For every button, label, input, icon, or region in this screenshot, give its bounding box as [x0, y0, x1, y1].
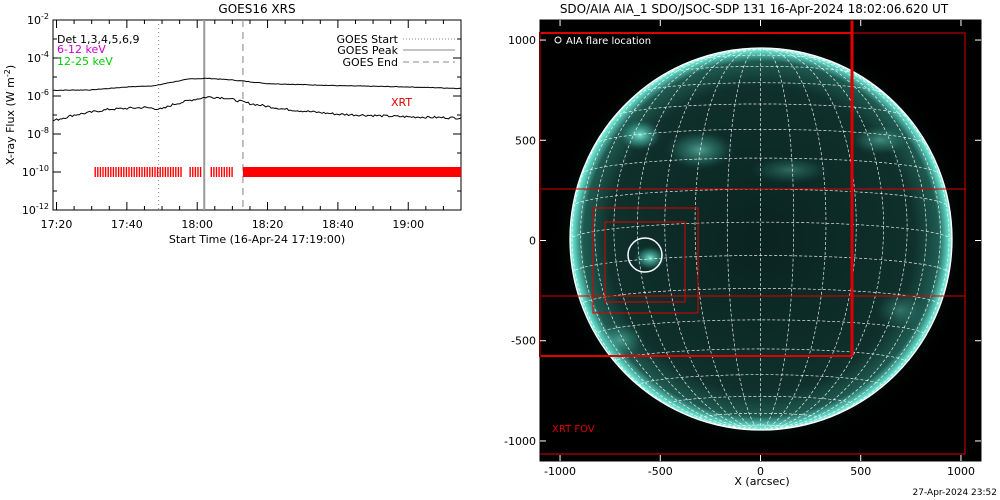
goes-y-axis-label: X-ray Flux (W m-2) [3, 65, 17, 165]
xrt-fov-boxes [539, 20, 966, 455]
aia-y-tick-label: -500 [511, 335, 536, 348]
limb [569, 47, 953, 431]
y-tick-label: 10-10 [22, 164, 49, 179]
y-tick-label: 10-12 [22, 202, 49, 217]
grid-line [760, 73, 950, 430]
goes-panel: GOES16 XRS 10-2 10-4 10-6 10-8 10-10 10-12 17… [3, 2, 462, 246]
legend-det: Det 1,3,4,5,6,9 [57, 33, 140, 46]
grid-line [664, 395, 857, 406]
xrt-label: XRT [391, 96, 412, 109]
aia-legend-circle-icon [554, 36, 562, 44]
x-tick-label: 18:00 [181, 218, 213, 231]
grid-line [760, 51, 927, 430]
grid-line [594, 51, 761, 430]
aia-y-tick-label: -1000 [504, 435, 536, 448]
legend-goes-peak: GOES Peak [337, 44, 398, 57]
grid-line [760, 49, 857, 430]
grid-line [666, 65, 855, 75]
goes-time-markers [157, 20, 244, 210]
goes-x-axis-label: Start Time (16-Apr-24 17:19:00) [169, 233, 345, 246]
aia-y-tick-label: 500 [515, 134, 536, 147]
grid-line [726, 424, 795, 429]
y-tick-label: 10-4 [27, 50, 49, 65]
goes-plot-frame [52, 19, 462, 211]
aia-x-axis-label: X (arcsec) [734, 475, 789, 488]
grid-line [760, 48, 795, 430]
aia-x-tick-label: -500 [648, 465, 673, 478]
xrt-fov-box [604, 221, 686, 303]
x-tick-label: 19:00 [392, 218, 424, 231]
xrt-fov-box [592, 207, 699, 314]
xrt-coverage-block [242, 167, 461, 177]
x-tick-label: 17:40 [111, 218, 143, 231]
goes-title: GOES16 XRS [218, 2, 295, 16]
x-tick-label: 18:20 [252, 218, 284, 231]
x-tick-label: 18:40 [322, 218, 354, 231]
active-regions [595, 119, 925, 358]
grid-line [580, 55, 761, 430]
xrt-coverage-bar [94, 167, 461, 177]
aia-y-tick-label: 1000 [508, 34, 536, 47]
active-region [618, 119, 662, 151]
goes-x-axis: 17:20 17:40 18:00 18:20 18:40 19:00 [41, 20, 444, 231]
active-region [875, 290, 925, 330]
grid-line [637, 49, 761, 430]
aia-panel: SDO/AIA AIA_1 SDO/JSOC-SDP 131 16-Apr-20… [504, 2, 982, 488]
aia-legend-label: AIA flare location [566, 36, 651, 47]
goes-y-axis: 10-2 10-4 10-6 10-8 10-10 10-12 [22, 12, 461, 217]
aia-y-tick-label: 0 [529, 235, 536, 248]
active-region [634, 246, 666, 270]
legend-goes-start: GOES Start [337, 33, 399, 46]
active-region [850, 125, 910, 155]
legend-12-25kev: 12-25 keV [57, 55, 113, 68]
y-tick-label: 10-8 [27, 126, 49, 141]
goes-flux-series [52, 96, 462, 122]
grid-line [638, 82, 883, 94]
grid-line [726, 48, 761, 430]
grid-line [694, 48, 761, 430]
grid-line [760, 48, 827, 430]
active-region [750, 156, 830, 184]
y-tick-label: 10-6 [27, 88, 49, 103]
goes-series [52, 77, 462, 122]
aia-x-tick-label: 0 [757, 465, 764, 478]
footer-timestamp: 27-Apr-2024 23:52 [913, 488, 997, 498]
legend-goes-end: GOES End [342, 56, 398, 69]
y-tick-label: 10-2 [27, 12, 49, 27]
goes-flux-series [52, 77, 462, 92]
xrt-fov-label: XRT FOV [552, 424, 595, 435]
aia-x-tick-label: -1000 [544, 465, 576, 478]
grid-line [760, 49, 884, 430]
grid-line [760, 55, 941, 430]
x-tick-label: 17:20 [41, 218, 73, 231]
legend-6-12kev: 6-12 keV [57, 43, 106, 56]
aia-flare-location-marker [627, 237, 663, 273]
aia-title: SDO/AIA AIA_1 SDO/JSOC-SDP 131 16-Apr-20… [560, 2, 949, 16]
solar-disk [570, 48, 952, 430]
aia-x-tick-label: 1000 [947, 465, 975, 478]
grid-line [664, 49, 761, 430]
grid-line [613, 50, 761, 430]
aia-x-tick-label: 500 [850, 465, 871, 478]
aia-axes: -1000 -500 0 500 1000 1000 500 0 -500 -1000 [504, 20, 981, 478]
